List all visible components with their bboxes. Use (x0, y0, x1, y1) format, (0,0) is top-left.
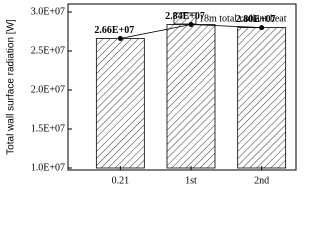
x-tick-label: 0.21 (112, 175, 130, 186)
bar (166, 24, 216, 169)
legend-swatch (173, 12, 197, 25)
y-axis-label: Total wall surface radiation [W] (6, 19, 17, 155)
x-tick-label: 2nd (254, 175, 269, 186)
y-tick-label: 2.0E+07 (31, 84, 65, 95)
data-label: 2.80E+07 (236, 14, 276, 25)
bar (95, 38, 145, 169)
marker (117, 36, 123, 42)
plot-frame (67, 3, 297, 171)
bar (237, 27, 287, 169)
y-tick-label: 2.5E+07 (31, 45, 65, 56)
chart: Total wall surface radiation [W] 1.0E+07… (6, 3, 297, 186)
data-label: 2.66E+07 (94, 25, 134, 36)
x-tick-label: 1st (185, 175, 197, 186)
y-tick-label: 3.0E+07 (31, 6, 65, 17)
y-tick-label: 1.0E+07 (31, 162, 65, 173)
legend-label: 18m total radiant heat (199, 13, 287, 24)
marker (259, 25, 265, 31)
y-tick-label: 1.5E+07 (31, 123, 65, 134)
